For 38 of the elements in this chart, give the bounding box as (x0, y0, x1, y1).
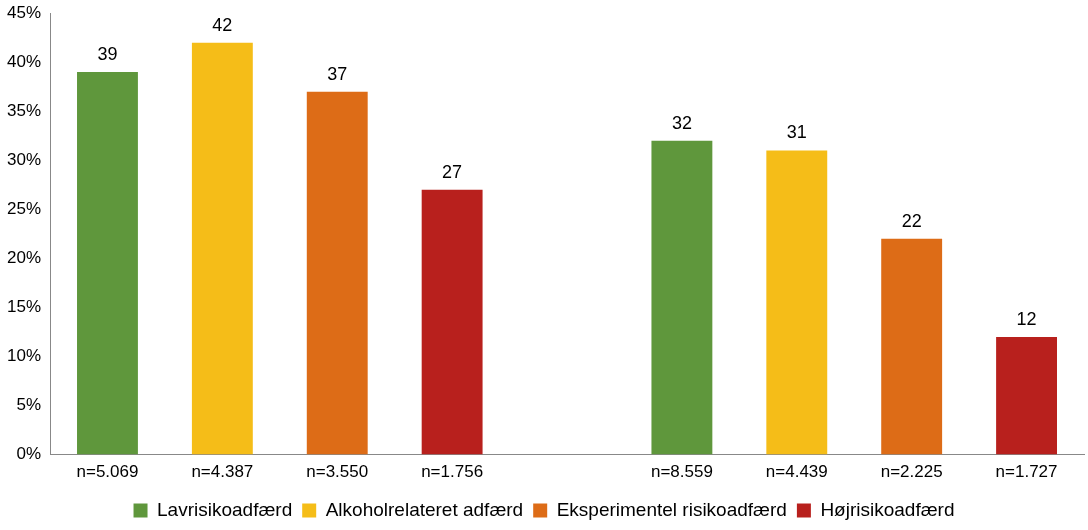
legend-label: Lavrisikoadfærd (157, 498, 293, 520)
legend-label: Alkoholrelateret adfærd (325, 498, 524, 520)
data-label: 27 (442, 161, 463, 182)
bar (191, 42, 253, 455)
x-tick-label: n=4.439 (765, 462, 828, 482)
bar (421, 189, 483, 455)
legend-label: Eksperimentel risikoadfærd (556, 498, 787, 520)
x-tick-label: n=1.756 (421, 462, 484, 482)
y-tick-label: 35% (6, 100, 42, 120)
y-tick-label: 30% (6, 150, 42, 170)
y-tick-label: 15% (6, 297, 42, 317)
y-tick-label: 25% (6, 199, 42, 219)
y-tick-label: 10% (6, 346, 42, 366)
x-tick-label: n=8.559 (650, 462, 713, 482)
y-tick-label: 5% (16, 395, 42, 415)
data-label: 32 (671, 112, 692, 133)
data-label: 42 (212, 14, 233, 35)
bar (766, 150, 828, 455)
x-tick-label: n=1.727 (995, 462, 1058, 482)
data-label: 12 (1016, 308, 1037, 329)
bar (306, 91, 368, 455)
bar (77, 72, 138, 455)
legend-label: Højrisikoadfærd (820, 498, 955, 520)
data-label: 39 (97, 44, 118, 65)
y-tick-label: 40% (6, 51, 42, 71)
data-label: 22 (901, 210, 922, 231)
bar (996, 336, 1057, 455)
data-label: 37 (327, 63, 348, 84)
bar (881, 238, 943, 455)
data-label: 31 (786, 122, 807, 143)
bar (651, 140, 713, 455)
y-tick-label: 20% (6, 248, 42, 268)
y-tick-label: 0% (16, 444, 42, 464)
x-tick-label: n=5.069 (76, 462, 139, 482)
y-tick-label: 45% (6, 2, 42, 22)
x-tick-label: n=2.225 (880, 462, 943, 482)
x-tick-label: n=4.387 (191, 462, 254, 482)
x-tick-label: n=3.550 (306, 462, 369, 482)
